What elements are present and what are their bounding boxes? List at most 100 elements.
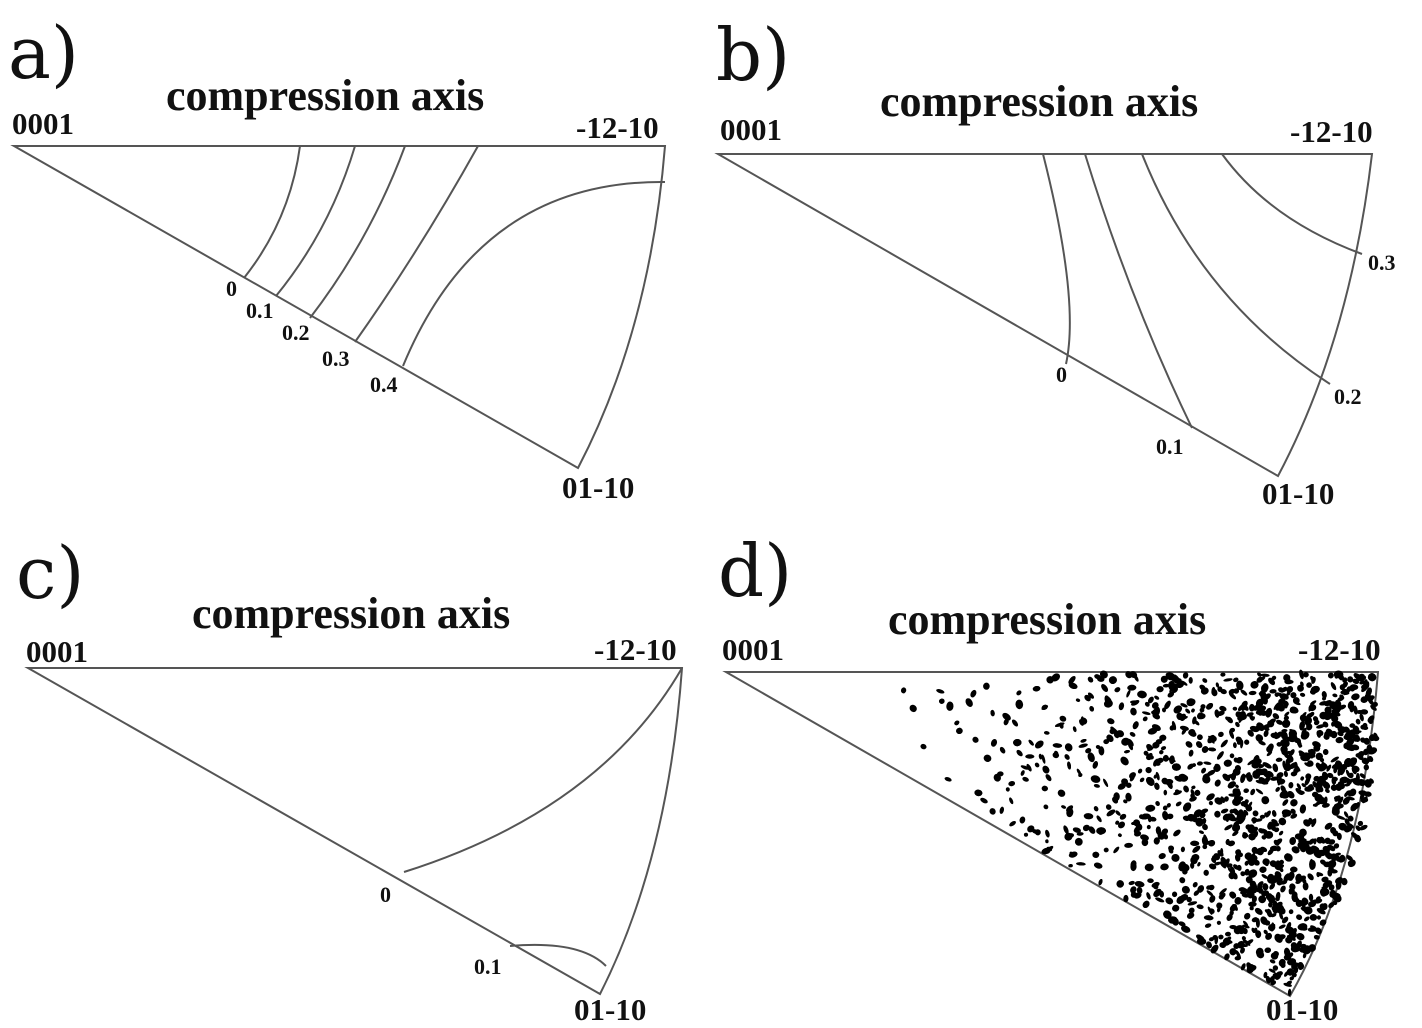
scatter-dot bbox=[1251, 895, 1257, 903]
scatter-dot bbox=[1224, 824, 1233, 831]
scatter-dot bbox=[1059, 715, 1067, 722]
scatter-dot bbox=[1268, 924, 1276, 932]
scatter-dot bbox=[1042, 765, 1050, 774]
scatter-dot bbox=[1208, 735, 1215, 744]
scatter-dot bbox=[1349, 758, 1358, 767]
scatter-dot bbox=[1255, 788, 1264, 795]
scatter-dot bbox=[1213, 764, 1221, 773]
panel-a-label-0.4: 0.4 bbox=[370, 372, 398, 397]
scatter-dot bbox=[1191, 708, 1195, 713]
scatter-dot bbox=[1153, 837, 1160, 845]
scatter-dot bbox=[1368, 734, 1376, 742]
panel-a-corner-0001: 0001 bbox=[12, 106, 74, 141]
scatter-dot bbox=[1240, 773, 1246, 783]
scatter-dot bbox=[939, 698, 945, 704]
scatter-dot bbox=[1022, 776, 1029, 782]
scatter-dot bbox=[1202, 817, 1207, 825]
panel-c-corner-01-10: 01-10 bbox=[574, 992, 646, 1027]
scatter-dot bbox=[1214, 709, 1220, 718]
scatter-dot bbox=[1249, 906, 1254, 911]
scatter-dot bbox=[1235, 950, 1241, 960]
scatter-dot bbox=[1244, 799, 1249, 804]
panel-b-triangle-outline bbox=[714, 153, 1374, 478]
scatter-dot bbox=[1076, 862, 1086, 866]
scatter-dot bbox=[1354, 834, 1361, 843]
panel-d-corner-0001: 0001 bbox=[722, 632, 784, 667]
scatter-dot bbox=[1168, 848, 1174, 854]
scatter-dot bbox=[1338, 822, 1347, 831]
scatter-dot bbox=[1244, 912, 1251, 920]
scatter-dot bbox=[1278, 698, 1286, 704]
scatter-dot bbox=[1234, 853, 1241, 862]
scatter-dot bbox=[1197, 862, 1201, 867]
scatter-dot bbox=[1233, 677, 1239, 683]
scatter-dot bbox=[1301, 945, 1305, 950]
scatter-dot bbox=[1214, 861, 1221, 866]
scatter-dot bbox=[999, 746, 1006, 754]
scatter-dot bbox=[1155, 897, 1165, 903]
scatter-dot bbox=[1174, 775, 1183, 782]
scatter-dot bbox=[1248, 901, 1257, 907]
scatter-dot bbox=[1197, 713, 1206, 720]
scatter-dot bbox=[1333, 720, 1343, 729]
scatter-dot bbox=[1089, 705, 1095, 712]
scatter-dot bbox=[1311, 845, 1320, 852]
scatter-dot bbox=[1334, 852, 1341, 856]
scatter-dot bbox=[1284, 853, 1293, 862]
scatter-dot bbox=[1238, 809, 1244, 815]
scatter-dot bbox=[1145, 804, 1156, 812]
scatter-dot bbox=[1026, 763, 1032, 772]
scatter-dot bbox=[1159, 734, 1167, 741]
scatter-dot bbox=[1134, 881, 1145, 888]
scatter-dot bbox=[1311, 818, 1317, 828]
scatter-dot bbox=[1275, 719, 1284, 725]
scatter-dot bbox=[1171, 720, 1177, 731]
scatter-dot bbox=[1068, 675, 1076, 685]
scatter-dot bbox=[1227, 781, 1236, 789]
scatter-dot bbox=[1214, 935, 1219, 945]
scatter-dot bbox=[1259, 814, 1266, 819]
scatter-dot bbox=[1223, 796, 1229, 802]
panel-a-label-0.3: 0.3 bbox=[322, 346, 350, 371]
scatter-dot bbox=[1146, 892, 1151, 900]
scatter-dot bbox=[1291, 972, 1297, 978]
scatter-dot bbox=[1019, 816, 1026, 824]
scatter-dot bbox=[1016, 690, 1022, 696]
scatter-dot bbox=[1312, 803, 1318, 807]
scatter-dot bbox=[1041, 704, 1048, 710]
scatter-dot bbox=[1267, 720, 1275, 728]
scatter-dot bbox=[1223, 858, 1230, 868]
scatter-dot bbox=[1304, 776, 1311, 786]
panel-a-contour-0.1 bbox=[275, 145, 356, 297]
scatter-dot bbox=[1120, 756, 1129, 766]
scatter-dot bbox=[1340, 690, 1350, 695]
scatter-dot bbox=[1247, 729, 1254, 737]
scatter-dot bbox=[1289, 959, 1295, 966]
scatter-dot bbox=[1299, 720, 1305, 731]
panel-d-letter: d) bbox=[718, 529, 792, 613]
scatter-dot bbox=[1352, 678, 1360, 684]
scatter-dot bbox=[1080, 738, 1087, 743]
scatter-dot bbox=[1020, 765, 1030, 770]
scatter-dot bbox=[1276, 934, 1286, 940]
scatter-dot bbox=[1136, 886, 1143, 894]
scatter-dot bbox=[1315, 762, 1322, 770]
scatter-dot bbox=[1186, 912, 1195, 919]
scatter-dot bbox=[1202, 678, 1208, 683]
scatter-dot bbox=[1367, 715, 1375, 723]
scatter-dot bbox=[1244, 860, 1249, 866]
scatter-dot bbox=[1009, 797, 1014, 805]
scatter-dot bbox=[1194, 789, 1201, 796]
scatter-dot bbox=[1310, 685, 1320, 694]
scatter-dot bbox=[1232, 823, 1241, 832]
scatter-dot bbox=[1242, 939, 1251, 946]
scatter-dot bbox=[965, 698, 973, 707]
scatter-dot bbox=[1206, 890, 1214, 897]
scatter-dot bbox=[1146, 776, 1155, 786]
scatter-dot bbox=[1350, 803, 1358, 812]
scatter-dot bbox=[1108, 676, 1117, 685]
scatter-dot bbox=[1188, 907, 1195, 914]
scatter-dot bbox=[1275, 896, 1280, 902]
scatter-dot bbox=[1130, 700, 1139, 704]
scatter-dot bbox=[1285, 758, 1292, 765]
